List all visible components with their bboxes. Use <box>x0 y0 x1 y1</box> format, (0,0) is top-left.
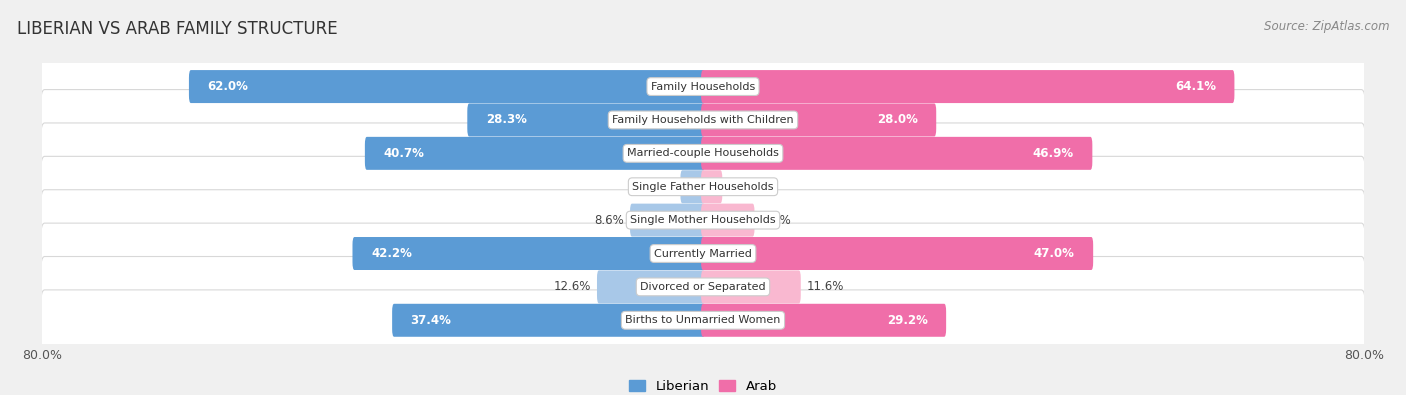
FancyBboxPatch shape <box>681 170 704 203</box>
FancyBboxPatch shape <box>41 190 1365 250</box>
Text: 37.4%: 37.4% <box>411 314 451 327</box>
FancyBboxPatch shape <box>702 271 801 303</box>
FancyBboxPatch shape <box>41 58 1365 118</box>
Text: 8.6%: 8.6% <box>593 214 624 227</box>
FancyBboxPatch shape <box>41 56 1365 117</box>
FancyBboxPatch shape <box>702 70 1234 103</box>
FancyBboxPatch shape <box>702 304 946 337</box>
FancyBboxPatch shape <box>702 237 1092 270</box>
FancyBboxPatch shape <box>41 291 1365 352</box>
Text: 46.9%: 46.9% <box>1033 147 1074 160</box>
FancyBboxPatch shape <box>41 256 1365 317</box>
FancyBboxPatch shape <box>467 103 704 136</box>
Text: Single Father Households: Single Father Households <box>633 182 773 192</box>
FancyBboxPatch shape <box>392 304 704 337</box>
FancyBboxPatch shape <box>188 70 704 103</box>
Text: Family Households with Children: Family Households with Children <box>612 115 794 125</box>
Legend: Liberian, Arab: Liberian, Arab <box>624 375 782 395</box>
Text: 28.0%: 28.0% <box>877 113 918 126</box>
Text: 6.0%: 6.0% <box>761 214 790 227</box>
Text: 29.2%: 29.2% <box>887 314 928 327</box>
Text: Single Mother Households: Single Mother Households <box>630 215 776 225</box>
FancyBboxPatch shape <box>702 103 936 136</box>
Text: Currently Married: Currently Married <box>654 248 752 258</box>
Text: 28.3%: 28.3% <box>485 113 527 126</box>
FancyBboxPatch shape <box>598 271 704 303</box>
FancyBboxPatch shape <box>41 223 1365 284</box>
Text: Divorced or Separated: Divorced or Separated <box>640 282 766 292</box>
Text: 40.7%: 40.7% <box>384 147 425 160</box>
FancyBboxPatch shape <box>41 191 1365 252</box>
Text: 2.5%: 2.5% <box>644 180 673 193</box>
FancyBboxPatch shape <box>41 91 1365 152</box>
Text: Source: ZipAtlas.com: Source: ZipAtlas.com <box>1264 20 1389 33</box>
FancyBboxPatch shape <box>41 124 1365 185</box>
FancyBboxPatch shape <box>702 137 1092 170</box>
FancyBboxPatch shape <box>702 170 723 203</box>
FancyBboxPatch shape <box>41 156 1365 217</box>
FancyBboxPatch shape <box>41 90 1365 150</box>
Text: LIBERIAN VS ARAB FAMILY STRUCTURE: LIBERIAN VS ARAB FAMILY STRUCTURE <box>17 20 337 38</box>
Text: 12.6%: 12.6% <box>554 280 591 293</box>
FancyBboxPatch shape <box>702 204 755 237</box>
FancyBboxPatch shape <box>41 290 1365 351</box>
Text: 11.6%: 11.6% <box>807 280 845 293</box>
FancyBboxPatch shape <box>41 123 1365 184</box>
FancyBboxPatch shape <box>41 158 1365 218</box>
FancyBboxPatch shape <box>353 237 704 270</box>
Text: Family Households: Family Households <box>651 82 755 92</box>
FancyBboxPatch shape <box>366 137 704 170</box>
Text: Births to Unmarried Women: Births to Unmarried Women <box>626 315 780 325</box>
Text: Married-couple Households: Married-couple Households <box>627 149 779 158</box>
Text: 62.0%: 62.0% <box>207 80 249 93</box>
FancyBboxPatch shape <box>41 224 1365 285</box>
FancyBboxPatch shape <box>630 204 704 237</box>
Text: 64.1%: 64.1% <box>1175 80 1216 93</box>
Text: 42.2%: 42.2% <box>371 247 412 260</box>
FancyBboxPatch shape <box>41 258 1365 319</box>
Text: 2.1%: 2.1% <box>728 180 758 193</box>
Text: 47.0%: 47.0% <box>1033 247 1074 260</box>
